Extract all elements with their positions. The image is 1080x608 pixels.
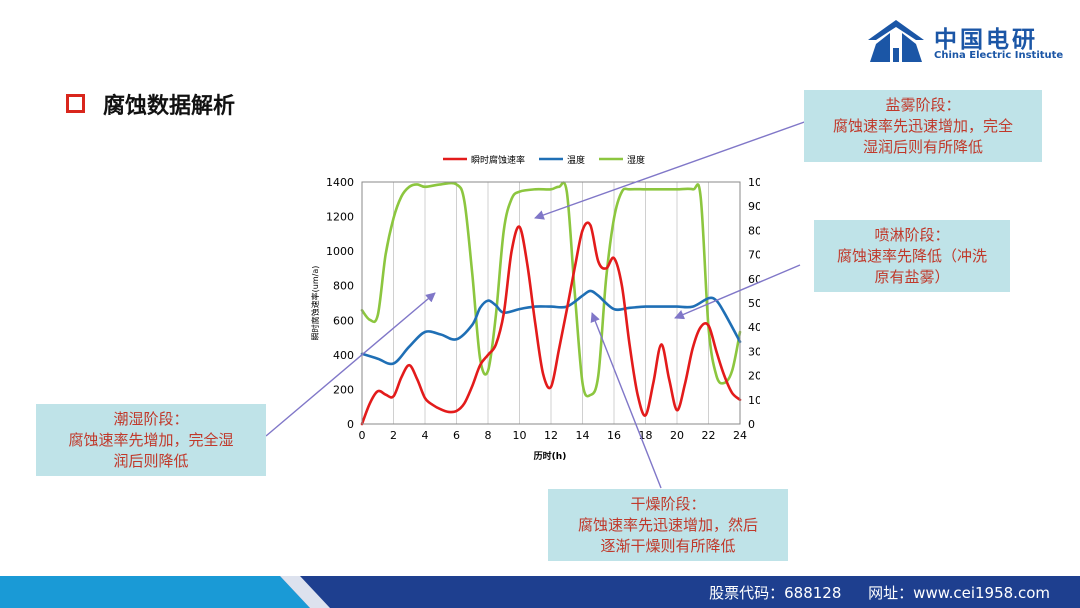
footer-bar [0, 576, 1080, 608]
x-tick-label: 0 [359, 429, 366, 442]
legend-label: 温度 [567, 154, 585, 166]
x-tick-label: 18 [639, 429, 653, 442]
x-tick-label: 4 [422, 429, 429, 442]
x-tick-label: 22 [702, 429, 716, 442]
legend-label: 瞬时腐蚀速率 [471, 154, 525, 166]
legend-label: 湿度 [627, 154, 645, 166]
logo-mark-icon [868, 20, 924, 62]
stock-label: 股票代码： [709, 584, 785, 602]
x-tick-label: 16 [607, 429, 621, 442]
y2-tick-label: 70 [748, 249, 760, 262]
y-axis-label: 瞬时腐蚀速率(um/a) [310, 266, 320, 341]
x-tick-label: 14 [576, 429, 590, 442]
stock-code: 688128 [784, 584, 842, 602]
callout-humid: 潮湿阶段： 腐蚀速率先增加，完全湿 润后则降低 [36, 404, 266, 476]
y-tick-label: 800 [333, 280, 354, 293]
chart-legend: 瞬时腐蚀速率 温度 湿度 [443, 154, 645, 166]
callout-line: 原有盐雾） [874, 268, 950, 286]
site-label: 网址： [868, 584, 914, 602]
logo-chinese-text: 中国电研 [934, 27, 1038, 53]
callout-line: 腐蚀速率先降低（冲洗 [836, 247, 987, 265]
y2-tick-label: 0 [748, 418, 755, 431]
callout-line: 腐蚀速率先迅速增加，然后 [577, 516, 758, 534]
x-tick-label: 20 [670, 429, 684, 442]
y-tick-label: 600 [333, 314, 354, 327]
x-tick-label: 6 [453, 429, 460, 442]
y2-tick-label: 40 [748, 321, 760, 334]
callout-line: 腐蚀速率先迅速增加，完全 [832, 117, 1013, 135]
y2-tick-label: 50 [748, 297, 760, 310]
callout-line: 逐渐干燥则有所降低 [600, 537, 736, 555]
footer-info: 股票代码：688128 网址：www.cei1958.com [709, 582, 1050, 603]
callout-line: 湿润后则有所降低 [862, 138, 983, 156]
x-tick-label: 2 [390, 429, 397, 442]
y-tick-label: 0 [347, 418, 354, 431]
callout-dry: 干燥阶段： 腐蚀速率先迅速增加，然后 逐渐干燥则有所降低 [548, 489, 788, 561]
page-title: 腐蚀数据解析 [103, 94, 236, 119]
y2-tick-label: 100 [748, 176, 760, 189]
y2-tick-label: 30 [748, 345, 760, 358]
callout-line: 腐蚀速率先增加，完全湿 [68, 431, 234, 449]
x-axis-label: 历时(h) [534, 450, 567, 462]
y2-tick-label: 90 [748, 200, 760, 213]
y-tick-label: 1200 [326, 211, 354, 224]
y2-tick-label: 80 [748, 224, 760, 237]
callout-title: 干燥阶段： [630, 495, 706, 513]
title-square-icon [66, 94, 85, 113]
x-tick-label: 8 [485, 429, 492, 442]
logo-english-text: China Electric Institute [934, 50, 1064, 61]
y-tick-label: 200 [333, 383, 354, 396]
logo: 中国电研 China Electric Institute [866, 18, 1063, 66]
y-tick-label: 1400 [326, 176, 354, 189]
y2-tick-label: 10 [748, 394, 760, 407]
x-tick-label: 24 [733, 429, 747, 442]
chart-axes: 0 2 4 6 8 10 12 14 16 18 20 22 240200400600800100012… [326, 176, 760, 442]
callout-title: 喷淋阶段： [874, 226, 950, 244]
x-tick-label: 12 [544, 429, 558, 442]
callout-spray: 喷淋阶段： 腐蚀速率先降低（冲洗 原有盐雾） [814, 220, 1010, 292]
x-tick-label: 10 [513, 429, 527, 442]
callout-title: 盐雾阶段： [885, 96, 961, 114]
callout-title: 潮湿阶段： [113, 410, 189, 428]
y-tick-label: 400 [333, 349, 354, 362]
site-url[interactable]: www.cei1958.com [913, 584, 1050, 602]
y2-tick-label: 60 [748, 273, 760, 286]
y2-tick-label: 20 [748, 370, 760, 383]
callout-line: 润后则降低 [113, 452, 189, 470]
corrosion-chart: 0 2 4 6 8 10 12 14 16 18 20 22 240200400600800100012… [310, 154, 760, 462]
y-tick-label: 1000 [326, 245, 354, 258]
callout-salt-spray: 盐雾阶段： 腐蚀速率先迅速增加，完全 湿润后则有所降低 [804, 90, 1042, 162]
